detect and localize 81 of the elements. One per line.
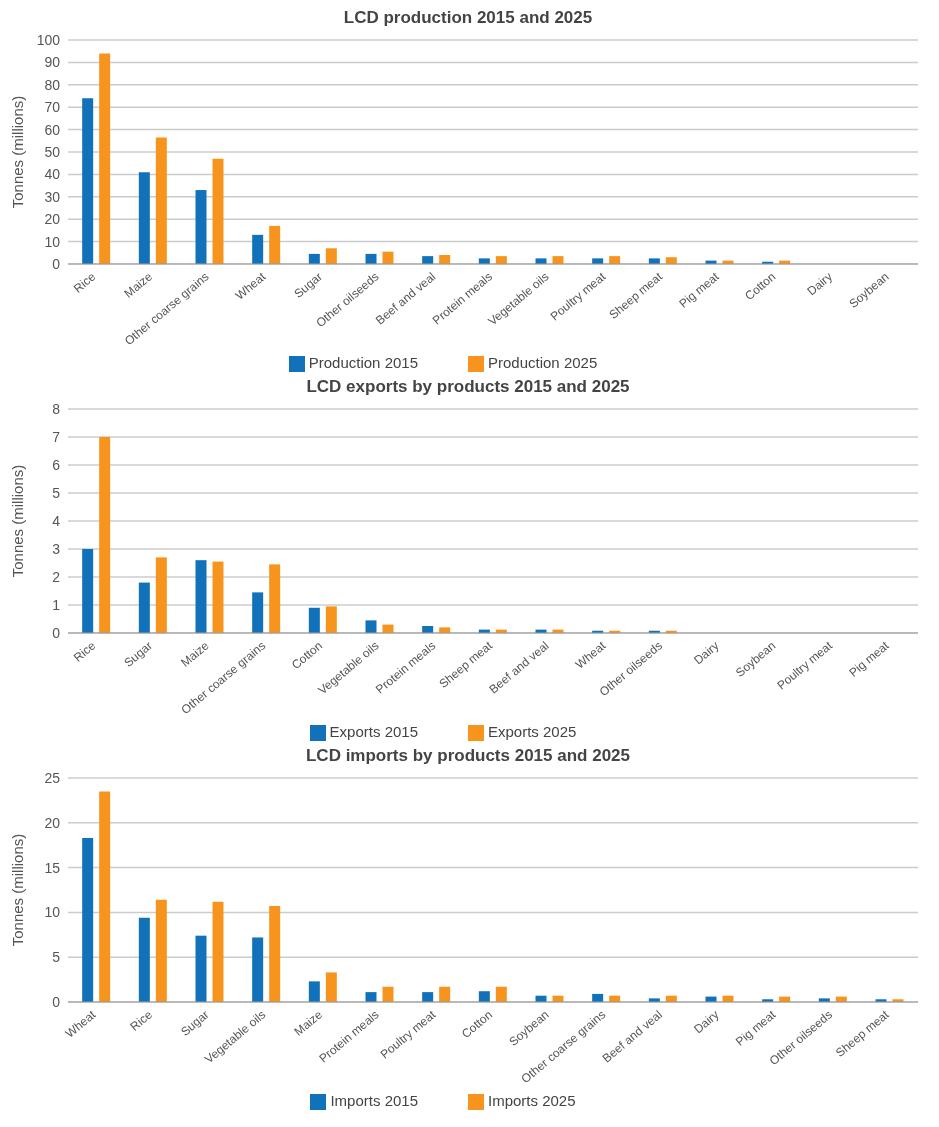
bar bbox=[382, 986, 394, 1002]
legend-label: Production 2025 bbox=[488, 353, 598, 371]
bar bbox=[195, 935, 207, 1002]
bar bbox=[155, 557, 167, 633]
bar bbox=[138, 917, 150, 1002]
bar bbox=[155, 899, 167, 1002]
y-tick-label: 40 bbox=[44, 166, 61, 183]
bar bbox=[552, 256, 564, 264]
bar bbox=[269, 906, 281, 1002]
bar bbox=[422, 992, 434, 1002]
chart-title: LCD imports by products 2015 and 2025 bbox=[304, 746, 631, 767]
y-axis-title: Tonnes (millions) bbox=[9, 833, 27, 947]
bar bbox=[422, 256, 434, 264]
bar bbox=[212, 901, 224, 1002]
y-tick-label: 10 bbox=[44, 904, 61, 921]
bar bbox=[138, 582, 150, 633]
y-tick-label: 5 bbox=[52, 949, 61, 966]
chart-title: LCD exports by products 2015 and 2025 bbox=[305, 377, 631, 398]
y-axis-title: Tonnes (millions) bbox=[9, 95, 27, 209]
y-tick-label: 60 bbox=[44, 121, 61, 138]
bar bbox=[365, 992, 377, 1002]
bar bbox=[252, 937, 264, 1002]
y-tick-label: 30 bbox=[44, 188, 61, 205]
bar bbox=[99, 437, 111, 633]
y-tick-label: 2 bbox=[52, 568, 61, 585]
y-tick-label: 8 bbox=[52, 400, 61, 417]
bar bbox=[82, 548, 94, 633]
bar bbox=[212, 158, 224, 264]
y-tick-label: 0 bbox=[52, 624, 61, 641]
bar bbox=[195, 560, 207, 633]
bar bbox=[82, 838, 94, 1002]
legend-label: Imports 2015 bbox=[330, 1091, 418, 1109]
y-tick-label: 15 bbox=[44, 859, 61, 876]
y-tick-label: 20 bbox=[44, 211, 61, 228]
bar bbox=[82, 98, 94, 264]
y-tick-label: 4 bbox=[52, 512, 61, 529]
bar bbox=[252, 592, 264, 633]
y-tick-label: 80 bbox=[44, 76, 61, 93]
bar bbox=[155, 137, 167, 264]
bar bbox=[439, 986, 451, 1002]
y-tick-label: 1 bbox=[52, 596, 61, 613]
bar bbox=[138, 172, 150, 264]
bar bbox=[325, 972, 337, 1002]
bar bbox=[269, 225, 281, 264]
bar bbox=[609, 256, 621, 264]
bar bbox=[495, 986, 507, 1002]
bar bbox=[325, 606, 337, 633]
y-tick-label: 0 bbox=[52, 993, 61, 1010]
bar bbox=[365, 620, 377, 633]
y-tick-label: 70 bbox=[44, 99, 61, 116]
legend-label: Imports 2025 bbox=[488, 1091, 576, 1109]
bar bbox=[195, 190, 207, 264]
y-tick-label: 10 bbox=[44, 233, 61, 250]
y-tick-label: 6 bbox=[52, 456, 61, 473]
y-tick-label: 7 bbox=[52, 428, 61, 445]
bar bbox=[269, 564, 281, 633]
bar bbox=[99, 791, 111, 1002]
legend-label: Exports 2015 bbox=[329, 722, 418, 740]
y-tick-label: 3 bbox=[52, 540, 61, 557]
y-tick-label: 100 bbox=[36, 31, 61, 48]
bar bbox=[252, 234, 264, 264]
y-tick-label: 90 bbox=[44, 54, 61, 71]
y-tick-label: 50 bbox=[44, 143, 61, 160]
bar bbox=[478, 991, 490, 1002]
y-tick-label: 0 bbox=[52, 255, 61, 272]
y-axis-title: Tonnes (millions) bbox=[9, 464, 27, 578]
bar bbox=[99, 53, 111, 264]
y-tick-label: 5 bbox=[52, 484, 61, 501]
legend-label: Exports 2025 bbox=[488, 722, 577, 740]
bar bbox=[212, 561, 224, 633]
bar bbox=[495, 256, 507, 264]
x-tick-label: Rice bbox=[70, 638, 99, 665]
y-tick-label: 25 bbox=[44, 769, 61, 786]
chart-title: LCD production 2015 and 2025 bbox=[342, 8, 594, 29]
x-tick-label: Rice bbox=[70, 269, 99, 296]
y-tick-label: 20 bbox=[44, 814, 61, 831]
bar bbox=[325, 248, 337, 264]
legend-label: Production 2015 bbox=[308, 353, 418, 371]
bar bbox=[308, 607, 320, 633]
x-tick-label: Rice bbox=[127, 1007, 156, 1034]
bar bbox=[308, 981, 320, 1002]
